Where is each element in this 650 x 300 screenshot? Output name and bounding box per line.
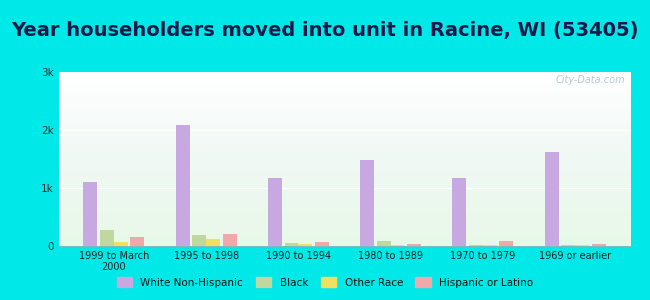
Bar <box>545 152 558 246</box>
Bar <box>575 245 589 246</box>
Bar <box>223 233 237 246</box>
Bar <box>114 242 127 246</box>
Bar <box>360 160 374 246</box>
Bar <box>391 245 404 246</box>
Bar <box>377 241 391 246</box>
Bar <box>100 230 114 246</box>
Bar <box>176 125 190 246</box>
Bar <box>315 242 329 246</box>
Bar <box>562 244 575 246</box>
Bar <box>206 239 220 246</box>
Legend: White Non-Hispanic, Black, Other Race, Hispanic or Latino: White Non-Hispanic, Black, Other Race, H… <box>112 273 538 292</box>
Bar <box>592 244 606 246</box>
Bar <box>298 244 312 246</box>
Text: Year householders moved into unit in Racine, WI (53405): Year householders moved into unit in Rac… <box>11 21 639 40</box>
Bar <box>469 244 483 246</box>
Bar <box>483 245 497 246</box>
Bar <box>131 237 144 246</box>
Text: City-Data.com: City-Data.com <box>555 76 625 85</box>
Bar <box>268 178 281 246</box>
Bar <box>192 235 206 246</box>
Bar <box>499 241 514 246</box>
Bar <box>408 244 421 246</box>
Bar <box>452 178 466 246</box>
Bar <box>285 243 298 246</box>
Bar <box>83 182 98 246</box>
